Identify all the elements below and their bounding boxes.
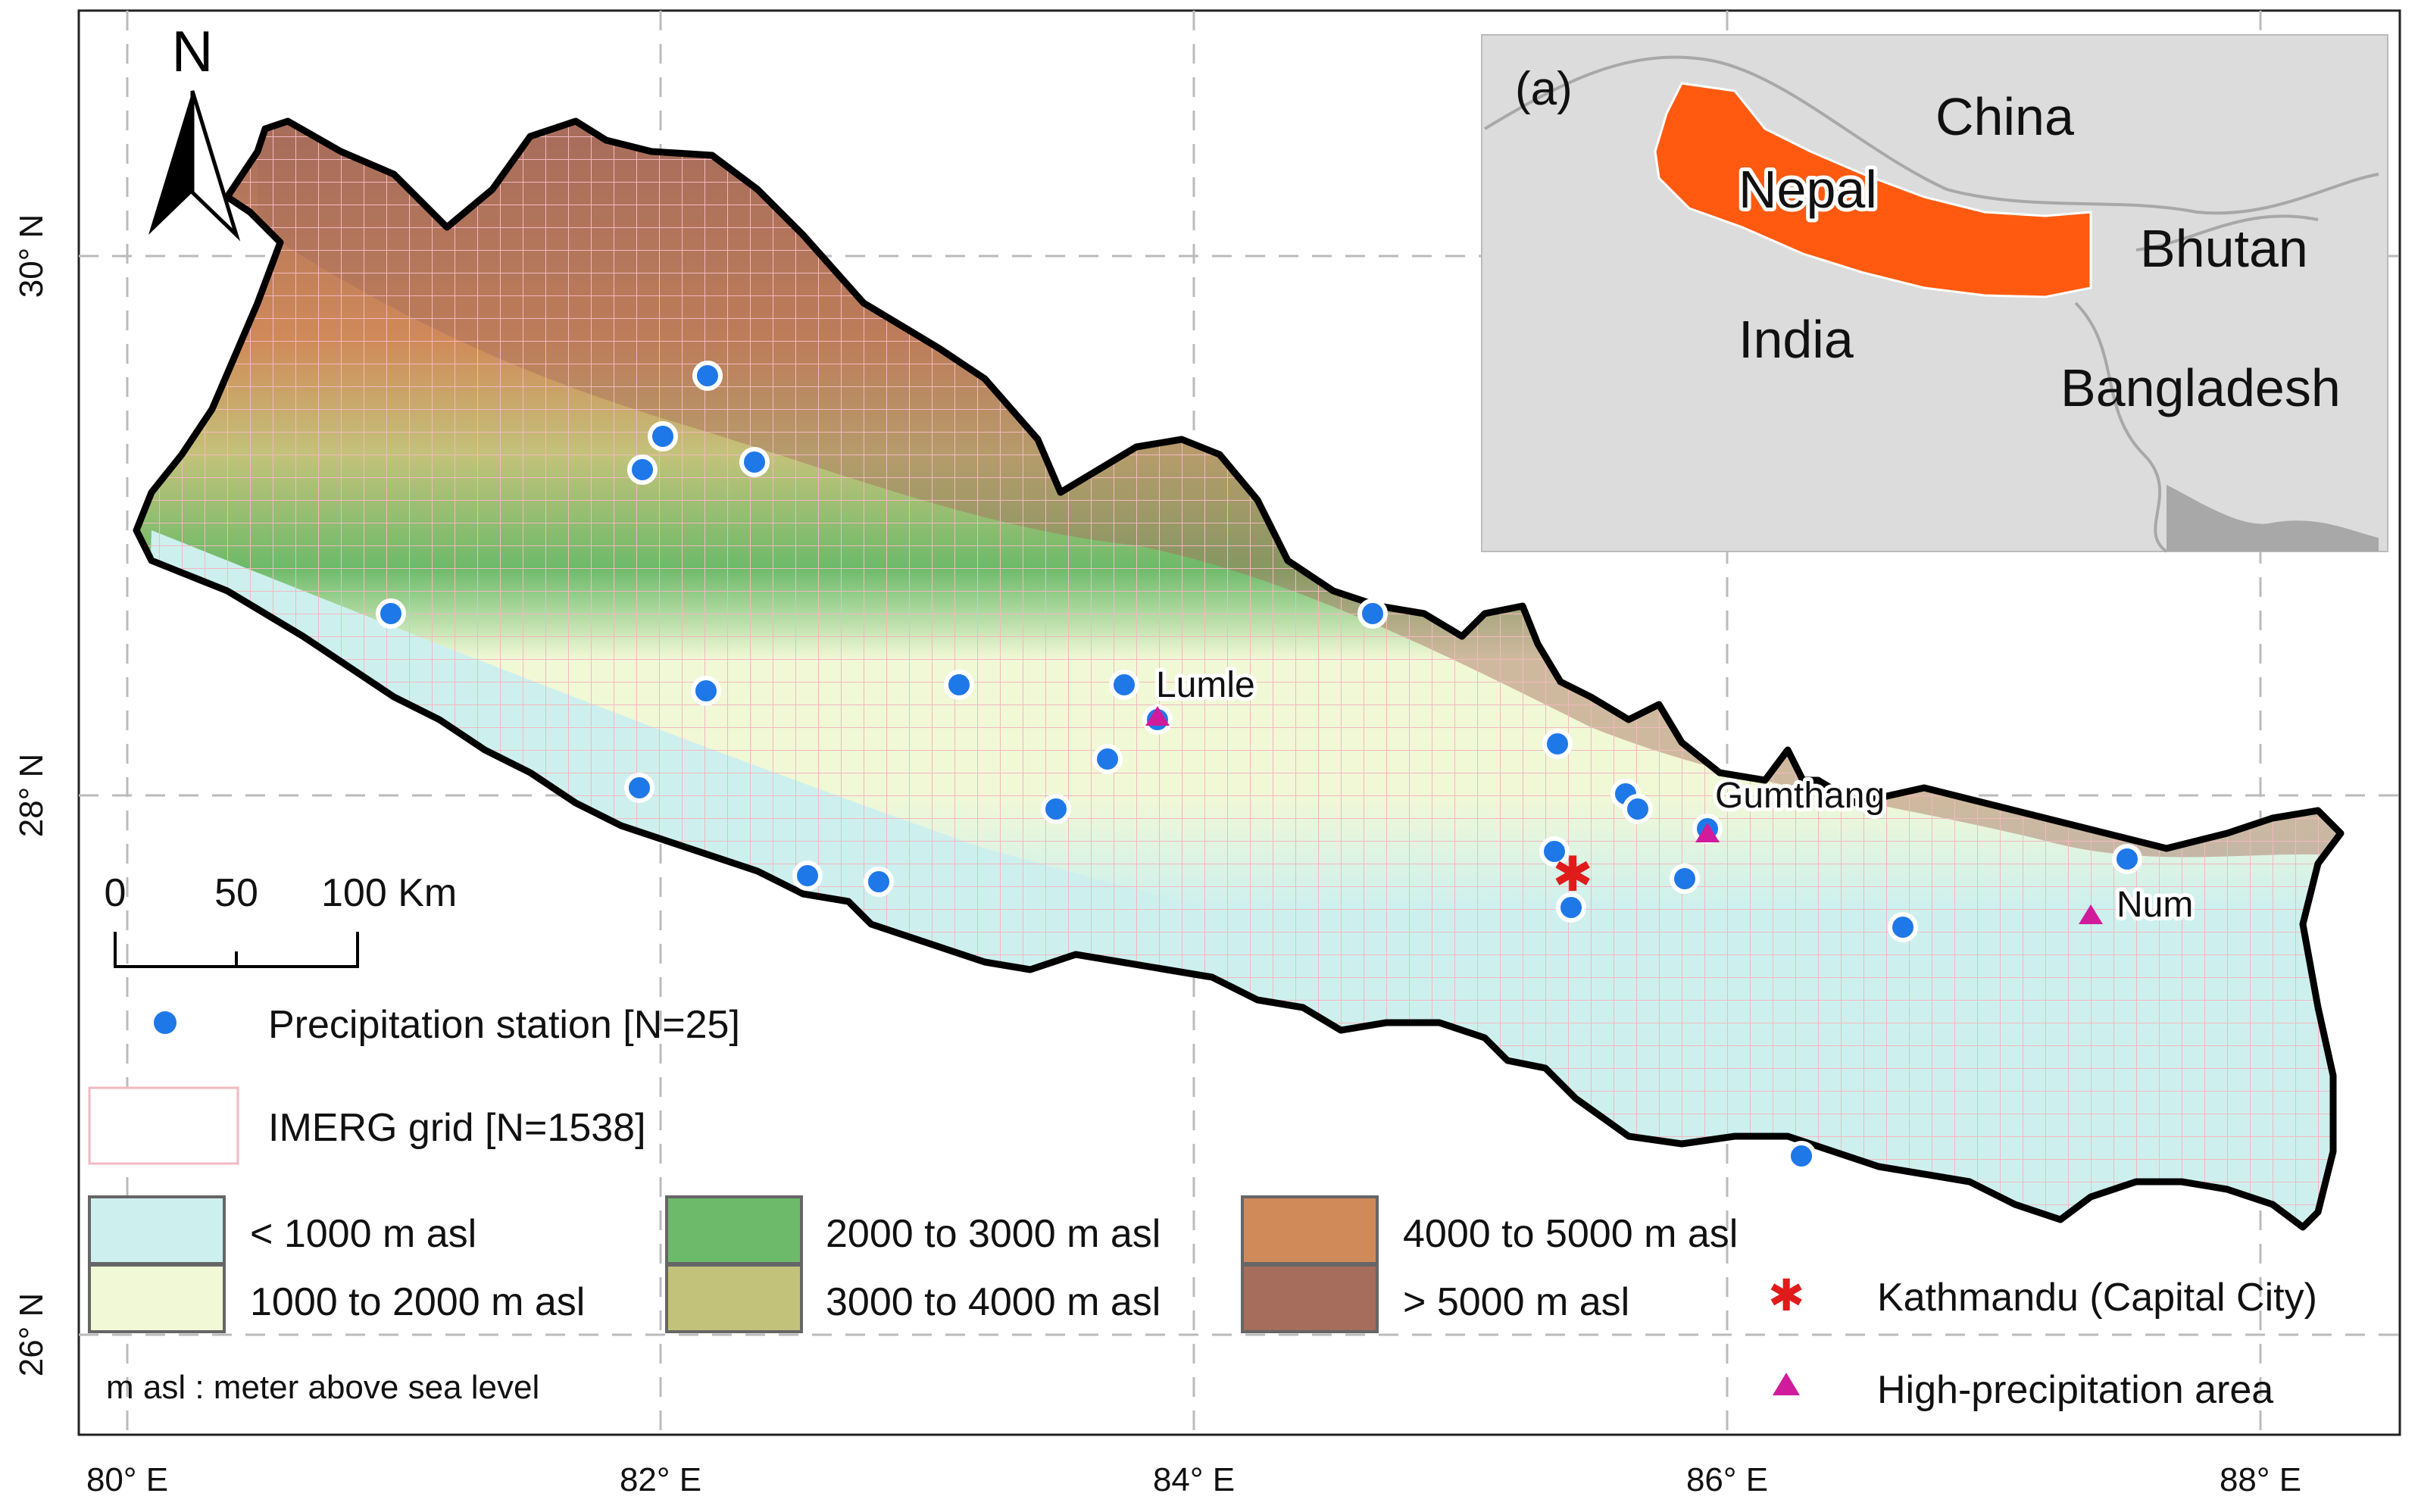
legend-swatch-2000-3000 [665, 1195, 803, 1265]
inset-background [1481, 34, 2388, 552]
legend-label-3000-4000: 3000 to 4000 m asl [826, 1280, 1161, 1324]
place-label-lumle: Lumle [1156, 665, 1255, 705]
scale-label-50: 50 [214, 871, 258, 915]
legend-swatch-3000-4000 [665, 1264, 803, 1333]
x-axis-labels: 80° E 82° E 84° E 86° E 88° E [86, 1461, 2301, 1498]
inset-nepal-shape [1654, 82, 2092, 298]
inset-panel-label: (a) [1515, 63, 1573, 115]
nepal-border [133, 117, 2345, 1231]
x-tick-80e: 80° E [86, 1461, 168, 1498]
station-marker [1092, 744, 1123, 774]
inset-border-lines [1483, 55, 2379, 215]
station-marker [944, 670, 974, 700]
place-label-gumthang: Gumthang [1715, 776, 1885, 816]
station-marker [1888, 912, 1918, 942]
north-arrow-right-half [190, 90, 241, 242]
station-marker [792, 861, 823, 891]
scale-label-0: 0 [105, 871, 127, 915]
legend-swatch-1000-2000 [88, 1264, 226, 1333]
north-arrow-left-half [148, 91, 192, 235]
station-marker [1623, 794, 1653, 824]
station-marker [1357, 598, 1388, 629]
y-axis-labels: 30° N 28° N 26° N [13, 214, 50, 1377]
legend-high-precip-symbol [1773, 1373, 1800, 1395]
station-marker [376, 598, 406, 629]
station-marker [1670, 864, 1700, 894]
x-tick-82e: 82° E [620, 1461, 701, 1498]
legend-label-2000-3000: 2000 to 3000 m asl [826, 1212, 1161, 1256]
y-tick-26n: 26° N [13, 1293, 50, 1377]
station-marker [1542, 729, 1573, 759]
scale-label-100: 100 Km [321, 871, 457, 915]
inset-label-nepal: Nepal [1739, 160, 1877, 219]
scale-bar: 0 50 100 Km [105, 871, 457, 968]
inset-label-bhutan: Bhutan [2140, 219, 2308, 278]
station-marker [691, 676, 721, 706]
inset-label-china: China [1935, 87, 2074, 146]
station-marker [627, 455, 658, 485]
legend-label-4000-5000: 4000 to 5000 m asl [1403, 1212, 1738, 1256]
station-marker [1556, 892, 1586, 923]
legend-label-1000-2000: 1000 to 2000 m asl [250, 1280, 585, 1324]
x-tick-88e: 88° E [2220, 1461, 2301, 1498]
station-marker [1109, 670, 1139, 700]
place-label-num: Num [2117, 885, 2193, 925]
legend-capital-symbol: ✱ [1768, 1270, 1805, 1321]
x-tick-84e: 84° E [1153, 1461, 1235, 1498]
x-tick-86e: 86° E [1686, 1461, 1768, 1498]
legend-swatch-gt5000 [1241, 1264, 1379, 1333]
legend-high-precip-label: High-precipitation area [1877, 1368, 2273, 1412]
legend-label-lt1000: < 1000 m asl [250, 1212, 476, 1256]
legend-station-symbol [154, 1011, 177, 1034]
inset-label-india: India [1739, 310, 1854, 369]
station-marker [648, 421, 678, 451]
y-tick-28n: 28° N [13, 754, 50, 838]
station-marker [864, 867, 894, 897]
station-markers [376, 361, 2142, 1171]
station-marker [739, 447, 770, 477]
high-precip-marker-num [2079, 904, 2103, 924]
north-arrow: N [148, 20, 241, 242]
station-marker [1539, 836, 1570, 867]
inset-map: (a) China Nepal Bhutan India Bangladesh [1481, 34, 2388, 553]
legend-label-gt5000: > 5000 m asl [1403, 1280, 1629, 1324]
station-marker [692, 361, 723, 391]
legend-capital-label: Kathmandu (Capital City) [1877, 1276, 2317, 1320]
high-precip-marker-lumle [1145, 706, 1170, 726]
inset-label-bangladesh: Bangladesh [2060, 358, 2341, 417]
legend-swatch-4000-5000 [1241, 1195, 1379, 1265]
legend-grid-symbol [88, 1086, 239, 1165]
high-precip-marker-gumthang [1695, 823, 1720, 842]
station-marker [2112, 844, 2142, 874]
legend-station-label: Precipitation station [N=25] [268, 1003, 740, 1047]
capital-marker: ✱ [1552, 847, 1593, 903]
station-marker [1786, 1141, 1817, 1171]
legend-grid-label: IMERG grid [N=1538] [268, 1106, 646, 1150]
high-precip-markers [1145, 706, 2103, 924]
station-marker [1041, 794, 1071, 824]
north-arrow-letter: N [172, 20, 214, 84]
legend-note: m asl : meter above sea level [106, 1369, 539, 1406]
y-tick-30n: 30° N [13, 214, 50, 298]
legend: Precipitation station [N=25] IMERG grid … [88, 1003, 2317, 1412]
legend-swatch-lt1000 [88, 1195, 226, 1265]
station-marker [624, 773, 654, 803]
